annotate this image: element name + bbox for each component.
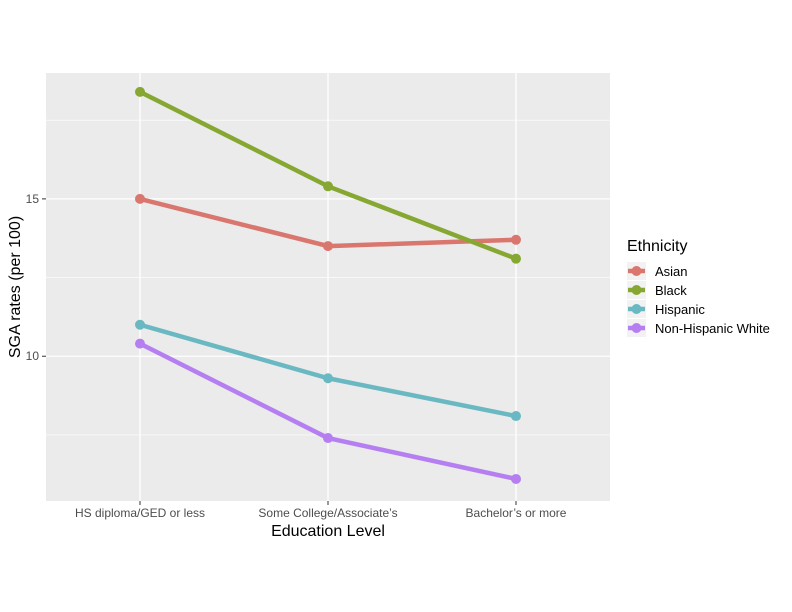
legend-key-point-asian — [631, 266, 642, 276]
data-point-black — [511, 253, 521, 264]
data-point-asian — [135, 193, 145, 204]
legend-key-point-non-hispanic-white — [631, 323, 642, 333]
x-tick-label: HS diploma/GED or less — [75, 506, 205, 520]
data-point-black — [323, 181, 333, 192]
legend-title: Ethnicity — [627, 238, 687, 255]
data-point-hispanic — [135, 319, 145, 330]
data-point-hispanic — [323, 373, 333, 384]
x-tick-label: Bachelor’s or more — [466, 506, 567, 520]
legend-label-asian: Asian — [655, 264, 688, 279]
axis-ticks: 10 15 HS diploma/GED or less Some College/A… — [26, 192, 567, 520]
x-axis-title: Education Level — [271, 523, 385, 540]
data-point-non-hispanic-white — [323, 433, 333, 444]
data-point-asian — [511, 234, 521, 245]
data-point-hispanic — [511, 411, 521, 422]
legend-label-non-hispanic-white: Non-Hispanic White — [655, 321, 770, 336]
series-layer — [135, 86, 521, 484]
data-point-non-hispanic-white — [135, 338, 145, 349]
legend-label-black: Black — [655, 283, 687, 298]
data-point-non-hispanic-white — [511, 473, 521, 484]
y-tick-label: 15 — [26, 192, 40, 206]
x-tick-label: Some College/Associate’s — [258, 506, 397, 520]
legend-key-point-black — [631, 285, 642, 295]
legend: Ethnicity Asian Black Hispanic Non-Hispanic… — [627, 238, 770, 337]
y-tick-label: 10 — [26, 349, 40, 363]
data-point-black — [135, 86, 145, 97]
y-axis-title: SGA rates (per 100) — [7, 216, 24, 358]
legend-key-point-hispanic — [631, 304, 642, 314]
legend-label-hispanic: Hispanic — [655, 302, 705, 317]
gridlines — [46, 73, 610, 501]
data-point-asian — [323, 241, 333, 252]
